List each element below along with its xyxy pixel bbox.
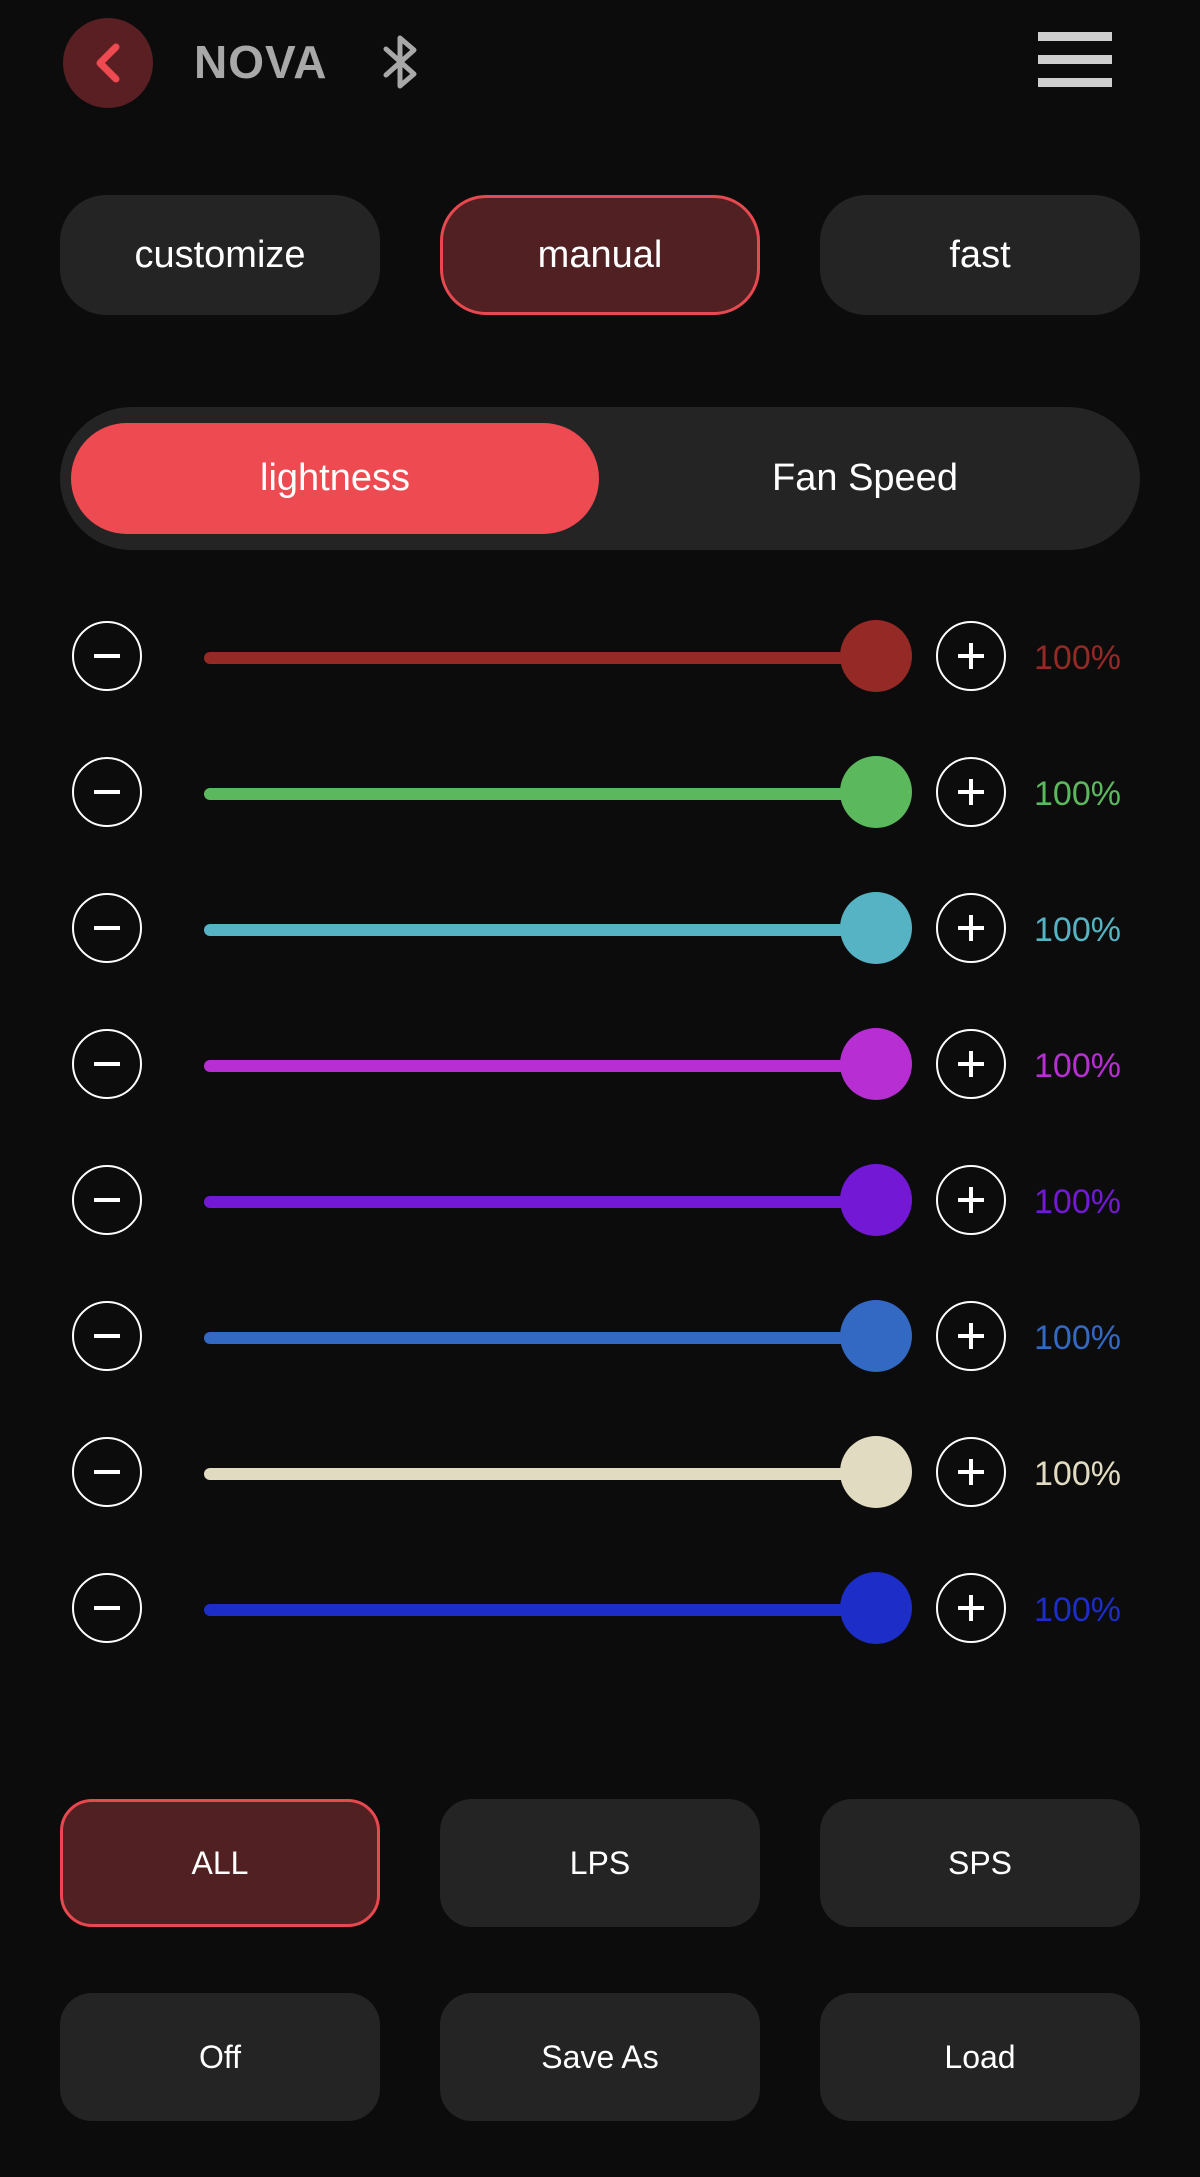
increase-button[interactable]: [936, 1029, 1006, 1099]
increase-button[interactable]: [936, 621, 1006, 691]
increase-button[interactable]: [936, 1573, 1006, 1643]
bluetooth-icon: [383, 35, 417, 89]
decrease-button[interactable]: [72, 757, 142, 827]
slider-thumb[interactable]: [840, 1028, 912, 1100]
tab-lightness[interactable]: lightness: [71, 423, 599, 534]
chevron-left-icon: [96, 43, 120, 83]
hamburger-menu-icon[interactable]: [1038, 32, 1112, 94]
slider-track[interactable]: [204, 1060, 876, 1072]
mode-selector: customize manual fast: [60, 195, 1140, 315]
slider-value: 100%: [1034, 911, 1121, 949]
decrease-button[interactable]: [72, 1165, 142, 1235]
off-button[interactable]: Off: [60, 1993, 380, 2121]
slider-thumb[interactable]: [840, 892, 912, 964]
slider-thumb[interactable]: [840, 620, 912, 692]
slider-thumb[interactable]: [840, 1164, 912, 1236]
channel-button-all[interactable]: ALL: [60, 1799, 380, 1927]
slider-track[interactable]: [204, 1468, 876, 1480]
slider-thumb[interactable]: [840, 1572, 912, 1644]
slider-row: 100%: [0, 618, 1200, 698]
channel-button-lps[interactable]: LPS: [440, 1799, 760, 1927]
save-as-button[interactable]: Save As: [440, 1993, 760, 2121]
slider-value: 100%: [1034, 1047, 1121, 1085]
slider-track[interactable]: [204, 1604, 876, 1616]
slider-thumb[interactable]: [840, 1436, 912, 1508]
slider-value: 100%: [1034, 1455, 1121, 1493]
slider-track[interactable]: [204, 1332, 876, 1344]
app-title: NOVA: [194, 36, 328, 88]
back-button[interactable]: [63, 18, 153, 108]
slider-value: 100%: [1034, 1319, 1121, 1357]
increase-button[interactable]: [936, 1437, 1006, 1507]
increase-button[interactable]: [936, 1165, 1006, 1235]
slider-value: 100%: [1034, 1183, 1121, 1221]
slider-row: 100%: [0, 1298, 1200, 1378]
slider-value: 100%: [1034, 1591, 1121, 1629]
increase-button[interactable]: [936, 1301, 1006, 1371]
slider-track[interactable]: [204, 788, 876, 800]
increase-button[interactable]: [936, 757, 1006, 827]
slider-row: 100%: [0, 1570, 1200, 1650]
increase-button[interactable]: [936, 893, 1006, 963]
mode-button-manual[interactable]: manual: [440, 195, 760, 315]
slider-row: 100%: [0, 890, 1200, 970]
decrease-button[interactable]: [72, 621, 142, 691]
mode-button-customize[interactable]: customize: [60, 195, 380, 315]
slider-value: 100%: [1034, 639, 1121, 677]
slider-row: 100%: [0, 754, 1200, 834]
mode-button-fast[interactable]: fast: [820, 195, 1140, 315]
slider-row: 100%: [0, 1162, 1200, 1242]
slider-track[interactable]: [204, 1196, 876, 1208]
slider-track[interactable]: [204, 924, 876, 936]
channel-button-sps[interactable]: SPS: [820, 1799, 1140, 1927]
tab-fan-speed[interactable]: Fan Speed: [772, 457, 958, 499]
slider-value: 100%: [1034, 775, 1121, 813]
slider-thumb[interactable]: [840, 756, 912, 828]
slider-row: 100%: [0, 1434, 1200, 1514]
segment-control: lightness Fan Speed: [60, 407, 1140, 550]
decrease-button[interactable]: [72, 1573, 142, 1643]
slider-row: 100%: [0, 1026, 1200, 1106]
decrease-button[interactable]: [72, 1301, 142, 1371]
decrease-button[interactable]: [72, 893, 142, 963]
slider-track[interactable]: [204, 652, 876, 664]
decrease-button[interactable]: [72, 1029, 142, 1099]
load-button[interactable]: Load: [820, 1993, 1140, 2121]
decrease-button[interactable]: [72, 1437, 142, 1507]
slider-thumb[interactable]: [840, 1300, 912, 1372]
